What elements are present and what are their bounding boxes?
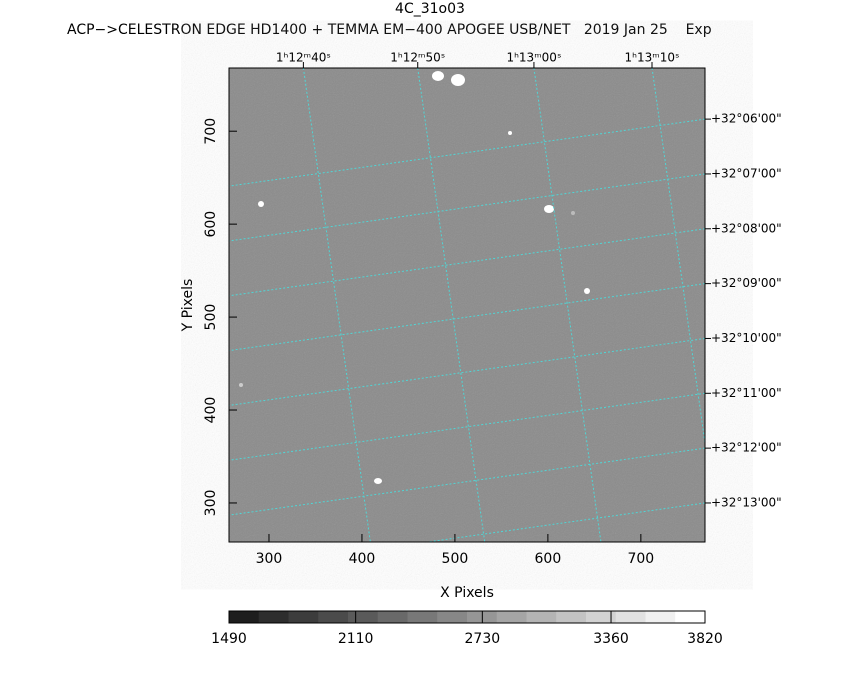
colorbar-tick-label: 3360 [593, 631, 629, 647]
x-tick-label: 300 [256, 551, 283, 567]
dec-grid-line [229, 392, 705, 461]
y-tick-label: 700 [203, 118, 219, 145]
y-tick-label: 500 [203, 304, 219, 331]
dec-grid-line [229, 447, 705, 516]
star [544, 205, 554, 213]
dec-tick-label: +32°06'00" [711, 112, 782, 126]
star [432, 71, 444, 81]
star [451, 74, 465, 86]
colorbar-step [496, 611, 527, 623]
dec-tick-label: +32°12'00" [711, 441, 782, 455]
dec-grid-line [229, 118, 705, 187]
frame [228, 67, 706, 543]
colorbar-step [556, 611, 587, 623]
colorbar-step [645, 611, 676, 623]
dec-tick-label: +32°09'00" [711, 276, 782, 290]
dec-grid-line [424, 502, 705, 542]
colorbar-tick-label: 2110 [338, 631, 374, 647]
dec-tick-label: +32°10'00" [711, 331, 782, 345]
colorbar-step [258, 611, 289, 623]
dec-grid-line [229, 228, 705, 297]
star [374, 478, 382, 484]
star [239, 383, 243, 387]
ra-tick-label: 1ʰ13ᵐ00ˢ [506, 51, 561, 65]
colorbar-tick-label: 1490 [211, 631, 247, 647]
dec-tick-label: +32°11'00" [711, 386, 782, 400]
star [571, 211, 575, 215]
colorbar-step [288, 611, 319, 623]
y-axis-label: Y Pixels [180, 279, 196, 333]
dec-grid-line [229, 337, 705, 406]
colorbar-step [615, 611, 646, 623]
colorbar-step [407, 611, 438, 623]
dec-tick-label: +32°08'00" [711, 221, 782, 235]
x-tick-label: 600 [535, 551, 562, 567]
star [584, 288, 590, 294]
colorbar-tick-label: 3820 [687, 631, 723, 647]
x-axis-label: X Pixels [440, 585, 494, 601]
colorbar-step [377, 611, 408, 623]
x-tick-label: 500 [442, 551, 469, 567]
colorbar [229, 611, 706, 623]
ra-tick-label: 1ʰ12ᵐ50ˢ [390, 51, 445, 65]
chart-subtitle: ACP−>CELESTRON EDGE HD1400 + TEMMA EM−40… [67, 22, 712, 38]
dec-tick-label: +32°07'00" [711, 166, 782, 180]
chart-title: 4C_31o03 [395, 1, 465, 17]
image-noise [229, 68, 705, 542]
dec-tick-label: +32°13'00" [711, 495, 782, 509]
colorbar-step [437, 611, 468, 623]
x-tick-label: 400 [349, 551, 376, 567]
colorbar-step [526, 611, 557, 623]
star [508, 131, 512, 135]
ra-tick-label: 1ʰ12ᵐ40ˢ [276, 51, 331, 65]
colorbar-step [675, 611, 706, 623]
dec-grid-line [229, 173, 705, 242]
dec-grid-line [229, 283, 705, 352]
y-tick-label: 300 [203, 490, 219, 517]
colorbar-tick-label: 2730 [465, 631, 501, 647]
y-tick-label: 600 [203, 211, 219, 238]
wcs-grid [229, 68, 705, 542]
colorbar-step [586, 611, 617, 623]
ra-tick-label: 1ʰ13ᵐ10ˢ [625, 51, 680, 65]
x-tick-label: 700 [627, 551, 654, 567]
y-tick-label: 400 [203, 397, 219, 424]
stars [239, 71, 590, 484]
colorbar-step [318, 611, 349, 623]
colorbar-step [348, 611, 379, 623]
colorbar-step [229, 611, 260, 623]
star [258, 201, 264, 207]
